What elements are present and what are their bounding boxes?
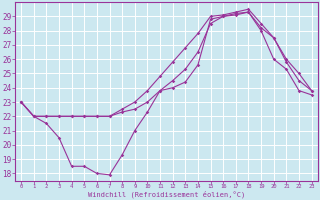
X-axis label: Windchill (Refroidissement éolien,°C): Windchill (Refroidissement éolien,°C) — [88, 190, 245, 198]
